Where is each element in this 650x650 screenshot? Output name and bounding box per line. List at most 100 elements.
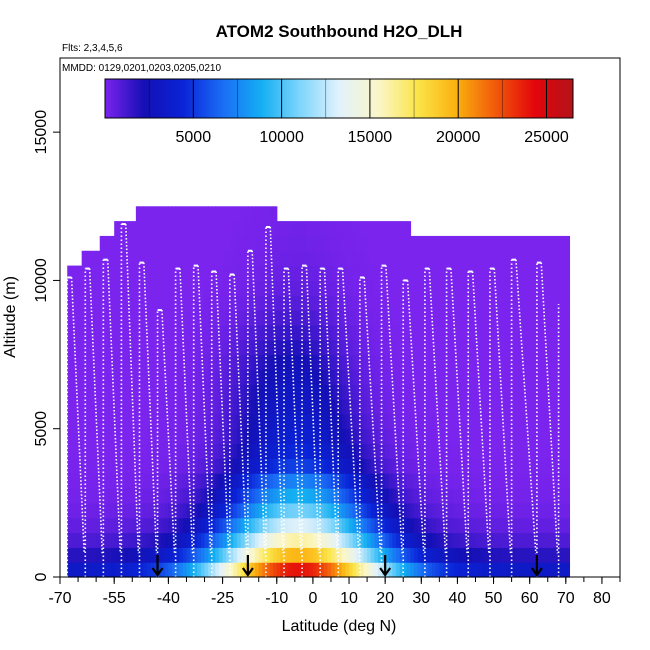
heat-cell xyxy=(511,280,516,296)
heat-cell xyxy=(356,339,361,356)
heat-cell xyxy=(121,413,126,430)
heat-cell xyxy=(172,502,177,519)
heat-cell xyxy=(562,547,567,563)
heat-cell xyxy=(345,443,350,459)
heat-cell xyxy=(139,339,144,356)
heat-cell xyxy=(377,428,383,445)
heat-cell xyxy=(204,399,209,415)
heat-cell xyxy=(284,399,289,415)
heat-cell xyxy=(479,265,484,282)
heat-cell xyxy=(186,517,191,534)
heat-cell xyxy=(533,310,538,326)
heat-cell xyxy=(381,488,386,504)
heat-cell xyxy=(280,473,285,489)
colorbar-segment xyxy=(481,79,484,118)
heat-cell xyxy=(414,428,419,445)
heat-cell xyxy=(367,562,372,578)
heat-cell xyxy=(309,369,314,385)
heat-cell xyxy=(262,235,267,252)
heat-cell xyxy=(410,428,415,445)
heat-cell xyxy=(186,428,191,445)
heat-cell xyxy=(143,384,148,400)
heat-cell xyxy=(276,339,281,356)
heat-cell xyxy=(522,384,527,400)
colorbar-segment xyxy=(219,79,222,118)
heat-cell xyxy=(128,488,133,504)
heat-cell xyxy=(547,458,552,474)
heat-cell xyxy=(522,413,527,430)
heat-cell xyxy=(370,265,375,282)
heat-cell xyxy=(406,310,412,326)
heat-cell xyxy=(385,265,390,282)
heat-cell xyxy=(269,250,274,267)
heat-cell xyxy=(370,399,375,415)
colorbar-segment xyxy=(195,79,198,118)
heat-cell xyxy=(99,399,104,415)
colorbar-segment xyxy=(235,79,238,118)
heat-cell xyxy=(88,250,94,267)
heat-cell xyxy=(106,354,112,370)
heat-cell xyxy=(70,458,76,474)
heat-cell xyxy=(85,428,90,445)
heat-cell xyxy=(406,235,412,252)
heat-cell xyxy=(175,369,180,385)
heat-cell xyxy=(193,413,198,430)
heat-cell xyxy=(284,547,289,563)
heat-cell xyxy=(150,473,155,489)
heat-cell xyxy=(269,354,274,370)
heat-cell xyxy=(168,235,173,252)
heat-cell xyxy=(211,221,216,237)
heat-cell xyxy=(255,250,260,267)
heat-cell xyxy=(135,206,141,222)
colorbar-segment xyxy=(383,79,386,118)
heat-cell xyxy=(291,354,296,370)
heat-cell xyxy=(168,547,173,563)
heat-cell xyxy=(312,310,318,326)
colorbar-segment xyxy=(319,79,322,118)
heat-cell xyxy=(345,369,350,385)
heat-cell xyxy=(114,562,119,578)
heat-cell xyxy=(338,502,343,519)
heat-cell xyxy=(359,443,365,459)
heat-cell xyxy=(229,443,235,459)
heat-cell xyxy=(410,473,415,489)
heat-cell xyxy=(464,339,469,356)
heat-cell xyxy=(168,428,173,445)
heat-cell xyxy=(164,250,169,267)
heat-cell xyxy=(312,399,318,415)
heat-cell xyxy=(540,562,545,578)
heat-cell xyxy=(345,488,350,504)
heat-cell xyxy=(479,488,484,504)
heat-cell xyxy=(182,488,188,504)
heat-cell xyxy=(363,443,368,459)
heat-cell xyxy=(363,265,368,282)
heat-cell xyxy=(218,502,224,519)
heat-cell xyxy=(262,399,267,415)
heat-cell xyxy=(551,384,556,400)
heat-cell xyxy=(67,532,72,548)
heat-cell xyxy=(377,562,383,578)
heat-cell xyxy=(338,265,343,282)
heat-cell xyxy=(85,413,90,430)
heat-cell xyxy=(554,547,560,563)
heat-cell xyxy=(70,562,76,578)
heat-cell xyxy=(255,428,260,445)
heat-cell xyxy=(197,206,202,222)
dates-label: MMDD: 0129,0201,0203,0205,0210 xyxy=(62,63,221,74)
heat-cell xyxy=(273,250,278,267)
heat-cell xyxy=(222,547,227,563)
heat-cell xyxy=(493,413,498,430)
heat-cell xyxy=(508,265,513,282)
heat-cell xyxy=(200,280,206,296)
heat-cell xyxy=(218,517,224,534)
heat-cell xyxy=(526,250,531,267)
heat-cell xyxy=(377,310,383,326)
heat-cell xyxy=(291,517,296,534)
heat-cell xyxy=(229,265,235,282)
heat-cell xyxy=(132,221,137,237)
heat-cell xyxy=(479,532,484,548)
heat-cell xyxy=(302,458,307,474)
heat-cell xyxy=(200,473,206,489)
heat-cell xyxy=(182,428,188,445)
heat-cell xyxy=(461,280,466,296)
